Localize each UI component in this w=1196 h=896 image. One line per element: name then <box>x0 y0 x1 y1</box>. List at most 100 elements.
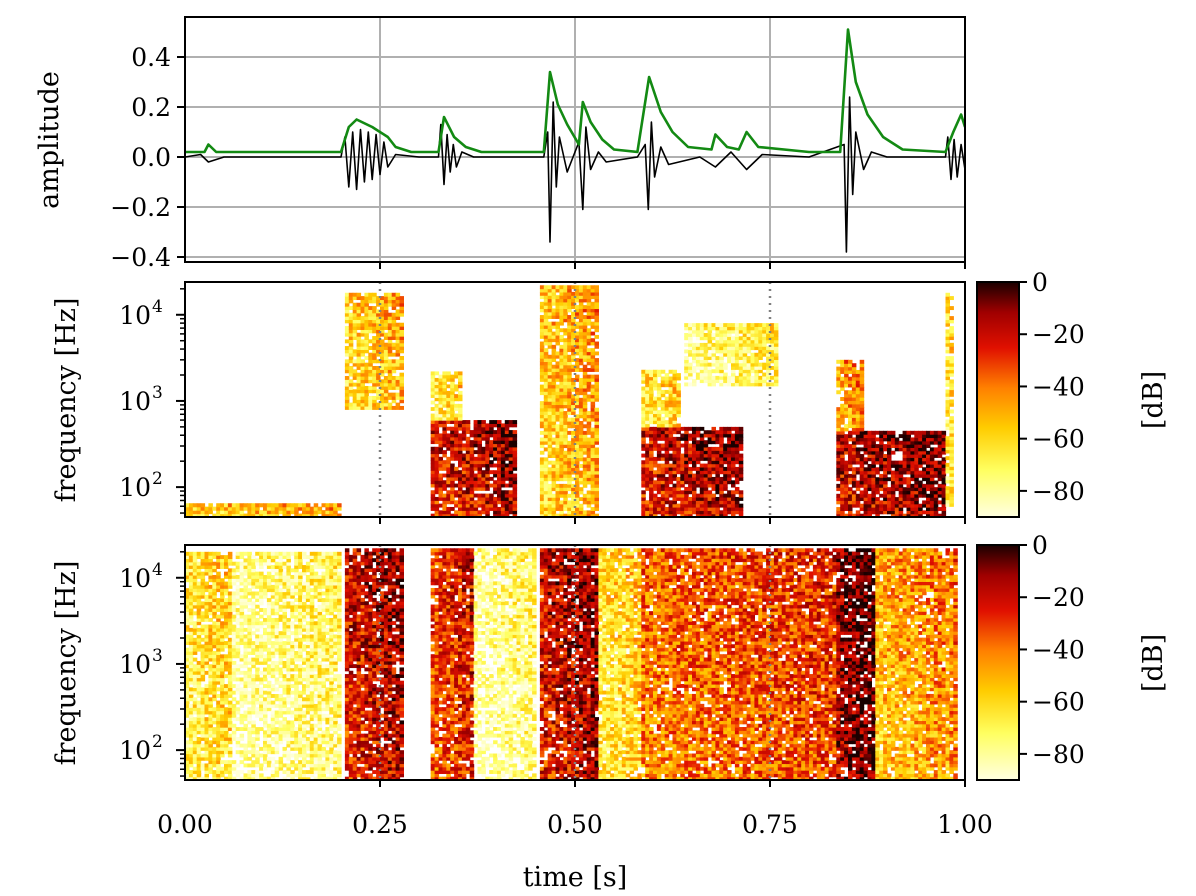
spectrogram-cell <box>676 386 681 391</box>
spectrogram-cell <box>352 292 358 297</box>
spectrogram-cell <box>840 413 845 418</box>
spectrogram-cell <box>512 423 518 428</box>
spectrogram-cell <box>204 506 209 511</box>
spectrogram-cell <box>582 368 588 372</box>
spectrogram-cell <box>360 382 365 387</box>
spectrogram-cell <box>844 437 849 442</box>
spectrogram-cell <box>672 490 677 495</box>
spectrogram-cell <box>668 389 674 394</box>
spectrogram-cell <box>551 480 557 485</box>
spectrogram-cell <box>742 372 748 377</box>
spectrogram-cell <box>894 440 900 445</box>
spectrogram-cell <box>688 329 693 334</box>
spectrogram-cell <box>360 389 365 394</box>
spectrogram-cell <box>649 486 654 491</box>
spectrogram-cell <box>719 446 724 451</box>
spectrogram-cell <box>348 322 354 327</box>
spectrogram-cell <box>185 674 190 679</box>
spectrogram-cell <box>477 480 482 485</box>
spectrogram-cell <box>586 450 592 455</box>
spectrogram-cell <box>715 513 720 517</box>
spectrogram-cell <box>372 389 377 394</box>
spectrogram-cell <box>539 510 545 515</box>
spectrogram-cell <box>668 486 674 491</box>
spectrogram-cell <box>196 598 202 603</box>
spectrogram-cell <box>649 510 654 515</box>
spectrogram-cell <box>450 473 455 478</box>
spectrogram-cell <box>192 723 198 728</box>
spectrogram-cell <box>204 584 209 589</box>
spectrogram-cell <box>454 453 459 458</box>
spectrogram-cell <box>559 407 564 412</box>
spectrogram-cell <box>746 382 752 387</box>
spectrogram-cell <box>692 365 697 370</box>
spectrogram-cell <box>547 411 553 415</box>
spectrogram-cell <box>692 503 697 508</box>
spectrogram-cell <box>383 342 389 347</box>
spectrogram-cell <box>493 483 498 488</box>
spectrogram-cell <box>668 403 674 408</box>
spectrogram-cell <box>196 773 202 778</box>
spectrogram-cell <box>594 381 599 386</box>
spectrogram-cell <box>898 510 904 515</box>
spectrogram-cell <box>220 710 225 715</box>
spectrogram-cell <box>196 631 202 636</box>
spectrogram-cell <box>446 506 451 511</box>
spectrogram-cell <box>458 486 463 491</box>
spectrogram-cell <box>578 454 584 459</box>
spectrogram-cell <box>391 292 397 297</box>
spectrogram-cell <box>188 727 194 731</box>
spectrogram-cell <box>941 503 947 508</box>
spectrogram-cell <box>224 555 229 560</box>
spectrogram-cell <box>446 496 451 501</box>
spectrogram-cell <box>489 443 494 448</box>
spectrogram-cell <box>263 510 268 515</box>
spectrogram-cell <box>688 490 693 495</box>
spectrogram-cell <box>578 344 584 349</box>
spectrogram-cell <box>567 407 572 412</box>
spectrogram-cell <box>738 433 744 438</box>
spectrogram-cell <box>376 379 381 384</box>
spectrogram-cell <box>586 334 592 339</box>
spectrogram-cell <box>500 506 506 511</box>
spectrogram-cell <box>563 417 568 422</box>
spectrogram-cell <box>676 496 681 501</box>
spectrogram-cell <box>575 500 580 505</box>
spectrogram-cell <box>450 456 455 461</box>
spectrogram-cell <box>255 513 260 517</box>
spectrogram-cell <box>715 463 720 468</box>
spectrogram-cell <box>497 513 502 517</box>
spectrogram-cell <box>699 365 705 370</box>
spectrogram-cell <box>586 338 592 343</box>
spectrogram-cell <box>902 513 908 517</box>
spectrogram-cell <box>500 503 506 508</box>
spectrogram-cell <box>391 299 397 304</box>
spectrogram-cell <box>582 473 588 478</box>
spectrogram-cell <box>192 667 198 672</box>
spectrogram-cell <box>668 513 674 517</box>
spectrogram-cell <box>719 349 724 354</box>
spectrogram-cell <box>875 437 880 442</box>
spectrogram-cell <box>645 423 650 428</box>
spectrogram-cell <box>754 326 759 331</box>
spectrogram-cell <box>212 710 217 715</box>
spectrogram-cell <box>594 430 599 435</box>
spectrogram-cell <box>695 323 701 328</box>
spectrogram-cell <box>383 356 389 360</box>
spectrogram-cell <box>352 359 358 364</box>
spectrogram-cell <box>196 510 202 515</box>
spectrogram-cell <box>851 513 857 517</box>
spectrogram-cell <box>220 601 225 606</box>
spectrogram-cell <box>645 373 650 378</box>
spectrogram-cell <box>188 608 194 612</box>
spectrogram-cell <box>578 384 584 389</box>
spectrogram-cell <box>204 733 209 738</box>
spectrogram-cell <box>649 460 654 465</box>
spectrogram-cell <box>356 342 362 347</box>
spectrogram-cell <box>434 476 440 481</box>
spectrogram-cell <box>594 503 599 508</box>
spectrogram-cell <box>949 446 954 451</box>
spectrogram-cell <box>590 341 596 346</box>
spectrogram-cell <box>840 444 845 448</box>
